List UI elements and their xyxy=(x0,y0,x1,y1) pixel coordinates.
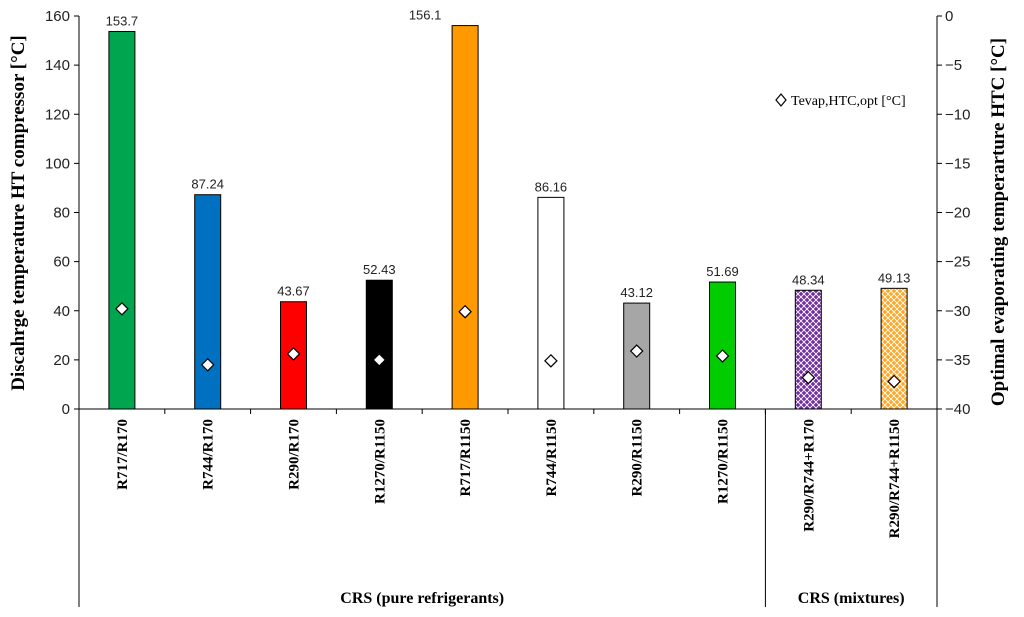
bar xyxy=(794,289,822,410)
y-tick-label: 160 xyxy=(45,8,70,25)
y2-tick-label: −40 xyxy=(945,401,970,418)
bar xyxy=(537,196,565,410)
y-tick-label: 100 xyxy=(45,155,70,172)
category-label: R290/R744+R170 xyxy=(801,419,817,532)
y-axis-right: −40 −35 −30 −25 −20 −15 −10 −5 0 xyxy=(937,8,970,418)
diamond-marker xyxy=(200,357,215,372)
y-axis-title: Discahrge temperature HT compressor [°C] xyxy=(8,35,29,391)
y-tick-label: 40 xyxy=(53,303,70,320)
bar-data-label: 49.13 xyxy=(878,270,911,285)
category-label: R744/R170 xyxy=(201,419,217,490)
y-axis-left: 0 20 40 60 80 100 120 140 160 xyxy=(45,8,79,418)
y-tick-label: 120 xyxy=(45,106,70,123)
legend-label: Tevap,HTC,opt [°C] xyxy=(791,94,906,109)
diamond-marker xyxy=(629,344,644,358)
data-labels: 153.7 87.24 43.67 52.43 156.1 86.16 43.12 51.69… xyxy=(106,8,911,301)
bar-series xyxy=(108,25,908,410)
y-tick-label: 60 xyxy=(53,254,70,271)
group-label: CRS (pure refrigerants) xyxy=(340,590,504,607)
diamond-marker xyxy=(286,347,301,361)
diamond-marker xyxy=(458,304,472,319)
bar xyxy=(108,30,136,410)
category-label: R717/R170 xyxy=(115,419,131,490)
y-tick-label: 20 xyxy=(53,352,70,369)
category-label: R290/R170 xyxy=(287,419,303,490)
y2-tick-label: −10 xyxy=(945,106,970,123)
y-tick-label: 80 xyxy=(53,205,70,222)
category-label: R1270/R1150 xyxy=(372,419,388,504)
bar-data-label: 52.43 xyxy=(363,262,396,277)
x-axis-categories: R717/R170 R744/R170 R290/R170 R1270/R1150 R7… xyxy=(78,409,938,538)
category-label: R1270/R1150 xyxy=(716,419,732,504)
legend-diamond-marker xyxy=(775,93,787,107)
bar xyxy=(880,287,908,410)
y2-tick-label: −5 xyxy=(945,57,962,74)
bar xyxy=(709,281,736,410)
diamond-marker xyxy=(372,353,387,367)
group-label: CRS (mixtures) xyxy=(798,590,905,607)
bar-data-label: 51.69 xyxy=(706,264,739,279)
x-axis-groups: CRS (pure refrigerants) CRS (mixtures) xyxy=(78,409,938,607)
y2-tick-label: −15 xyxy=(945,155,970,172)
y2-tick-label: −25 xyxy=(945,254,970,271)
y2-tick-label: 0 xyxy=(945,8,953,25)
y2-tick-label: −30 xyxy=(945,303,970,320)
bar-data-label: 86.16 xyxy=(535,179,568,194)
bar-data-label: 43.12 xyxy=(620,285,653,300)
diamond-marker xyxy=(715,349,730,363)
y2-axis-title: Optimal evaporating temperarture HTC [°C… xyxy=(988,38,1009,406)
diamond-marker xyxy=(801,370,816,385)
bar-data-label: 43.67 xyxy=(277,284,310,299)
y-tick-label: 0 xyxy=(62,401,70,418)
category-label: R717/R1150 xyxy=(458,419,474,497)
bar xyxy=(194,194,222,410)
category-label: R290/R1150 xyxy=(630,419,646,497)
diamond-marker xyxy=(887,374,901,389)
bar-data-label: 87.24 xyxy=(191,177,224,192)
bar-data-label: 48.34 xyxy=(792,272,825,287)
category-label: R290/R744+R1150 xyxy=(887,419,903,538)
y2-tick-label: −20 xyxy=(945,205,970,222)
diamond-marker xyxy=(115,301,129,316)
y-tick-label: 140 xyxy=(45,57,70,74)
bar xyxy=(451,25,479,410)
category-label: R744/R1150 xyxy=(544,419,560,497)
bar-data-label: 153.7 xyxy=(106,13,139,28)
bar xyxy=(365,279,393,410)
bar-data-label: 156.1 xyxy=(409,8,442,23)
legend: Tevap,HTC,opt [°C] xyxy=(775,93,906,109)
marker-series xyxy=(115,301,901,389)
diamond-marker xyxy=(544,354,558,368)
y2-tick-label: −35 xyxy=(945,352,970,369)
